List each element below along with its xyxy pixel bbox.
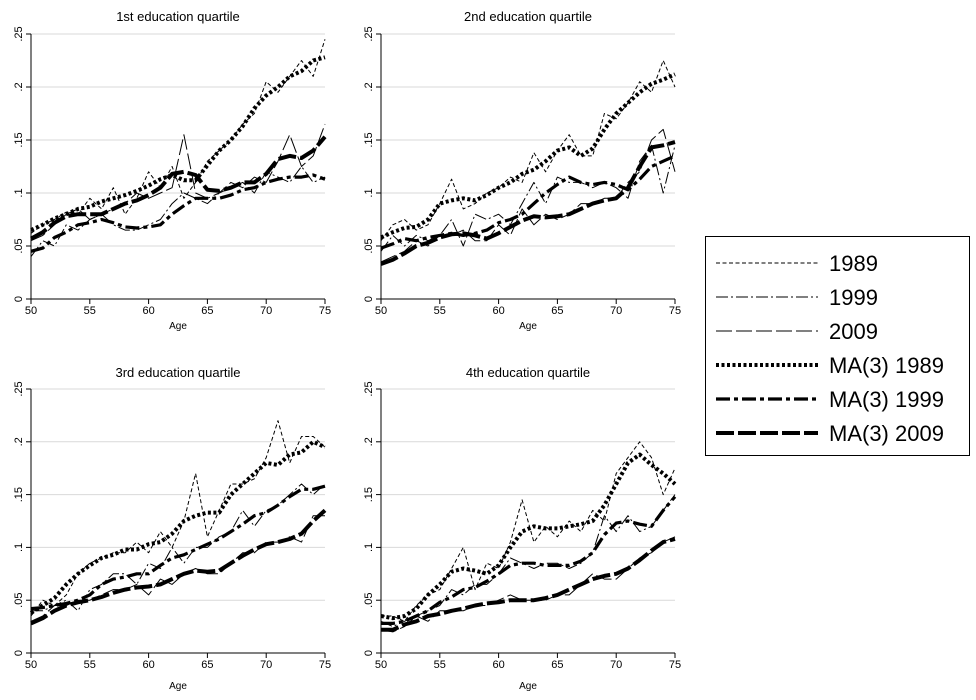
x-tick-label: 65 — [551, 305, 563, 317]
y-tick-label: .05 — [363, 593, 375, 608]
x-tick-label: 50 — [25, 659, 37, 671]
x-tick-label: 60 — [492, 659, 504, 671]
series-line-2009 — [30, 123, 326, 242]
x-tick-label: 70 — [610, 305, 622, 317]
y-tick-label: .2 — [363, 437, 375, 446]
legend-entry: MA(3) 1989 — [716, 353, 944, 378]
y-tick-label: .25 — [363, 381, 375, 396]
x-tick-label: 75 — [669, 659, 681, 671]
series-line-1989 — [30, 39, 326, 234]
x-tick-label: 70 — [260, 659, 272, 671]
series-line-1989 — [381, 441, 676, 622]
x-tick-label: 60 — [142, 659, 154, 671]
series-line-1999 — [380, 494, 676, 628]
panel-title: 4th education quartile — [466, 365, 590, 380]
series-line-ma-3-2009 — [381, 537, 676, 632]
series-line-ma-3-1999 — [30, 484, 326, 611]
y-tick-label: .05 — [363, 238, 375, 253]
y-tick-label: .15 — [363, 487, 375, 502]
series-line-ma-3-1989 — [380, 452, 677, 621]
y-tick-label: .05 — [13, 238, 25, 253]
x-tick-label: 55 — [84, 659, 96, 671]
x-tick-label: 70 — [260, 305, 272, 317]
x-axis-label: Age — [519, 321, 537, 332]
x-axis-label: Age — [519, 681, 537, 692]
panel-2: 2nd education quartile 0 .05 .1 .15 .2 .25 50 55… — [363, 9, 681, 332]
y-tick-label: .15 — [13, 132, 25, 147]
x-tick-label: 55 — [84, 305, 96, 317]
legend-label: MA(3) 1999 — [829, 387, 944, 412]
series-line-ma-3-2009 — [30, 508, 327, 626]
y-tick-label: .1 — [363, 188, 375, 197]
y-tick-label: .25 — [363, 26, 375, 41]
y-tick-label: .2 — [13, 82, 25, 91]
series-line-ma-3-2009 — [30, 135, 327, 241]
legend-entry: 1989 — [716, 251, 878, 276]
series-line-1989 — [380, 60, 676, 241]
legend-label: 2009 — [829, 319, 878, 344]
series-line-ma-3-1999 — [30, 173, 326, 253]
legend-entry: MA(3) 1999 — [716, 387, 944, 412]
legend-entry: MA(3) 2009 — [716, 421, 944, 446]
y-tick-label: .25 — [13, 381, 25, 396]
x-tick-label: 75 — [319, 659, 331, 671]
series-line-ma-3-1999 — [380, 154, 676, 250]
x-tick-label: 50 — [375, 659, 387, 671]
y-tick-label: .05 — [13, 593, 25, 608]
chart-legend: 1989 1999 2009 MA(3) 1989 MA(3) 1999 MA(3) 20… — [705, 236, 970, 456]
panel-3: 3rd education quartile 0 .05 .1 .15 .2 .25 50 55… — [13, 365, 331, 692]
x-axis-label: Age — [169, 681, 187, 692]
panel-title: 1st education quartile — [116, 9, 240, 24]
panel-1: 1st education quartile 0 .05 .1 .15 .2 .25 50 55… — [13, 9, 331, 332]
series-line-2009 — [30, 515, 325, 622]
x-axis-label: Age — [169, 321, 187, 332]
x-tick-label: 55 — [434, 659, 446, 671]
x-tick-label: 55 — [434, 305, 446, 317]
legend-entry: 1999 — [716, 285, 878, 310]
x-tick-label: 60 — [142, 305, 154, 317]
panel-title: 2nd education quartile — [464, 9, 592, 24]
y-tick-label: 0 — [363, 650, 375, 656]
x-tick-label: 75 — [319, 305, 331, 317]
legend-label: MA(3) 2009 — [829, 421, 944, 446]
y-tick-label: 0 — [13, 296, 25, 302]
legend-entry: 2009 — [716, 319, 878, 344]
x-tick-label: 65 — [201, 659, 213, 671]
series-line-ma-3-1989 — [380, 72, 676, 240]
legend-graphic: 1989 1999 2009 MA(3) 1989 MA(3) 1999 MA(3) 20… — [716, 251, 944, 446]
panel-4: 4th education quartile 0 .05 .1 .15 .2 .25 50 55… — [363, 365, 681, 692]
legend-label: 1999 — [829, 285, 878, 310]
series-line-ma-3-1999 — [381, 495, 677, 626]
y-tick-label: .15 — [363, 132, 375, 147]
y-tick-label: .1 — [363, 543, 375, 552]
y-tick-label: .15 — [13, 487, 25, 502]
x-tick-label: 65 — [551, 659, 563, 671]
y-tick-label: .2 — [363, 82, 375, 91]
y-tick-label: .1 — [13, 188, 25, 197]
series-line-ma-3-1989 — [29, 439, 326, 615]
x-tick-label: 50 — [375, 305, 387, 317]
y-tick-label: .25 — [13, 26, 25, 41]
panel-title: 3rd education quartile — [115, 365, 240, 380]
y-tick-label: 0 — [363, 296, 375, 302]
y-tick-label: .1 — [13, 543, 25, 552]
legend-label: 1989 — [829, 251, 878, 276]
x-tick-label: 50 — [25, 305, 37, 317]
y-tick-label: 0 — [13, 650, 25, 656]
series-line-1999 — [380, 144, 676, 252]
legend-label: MA(3) 1989 — [829, 353, 944, 378]
x-tick-label: 70 — [610, 659, 622, 671]
x-tick-label: 75 — [669, 305, 681, 317]
x-tick-label: 65 — [201, 305, 213, 317]
series-line-ma-3-1989 — [30, 55, 326, 232]
series-line-ma-3-2009 — [380, 140, 676, 266]
x-tick-label: 60 — [492, 305, 504, 317]
series-line-1989 — [30, 420, 326, 617]
y-tick-label: .2 — [13, 437, 25, 446]
